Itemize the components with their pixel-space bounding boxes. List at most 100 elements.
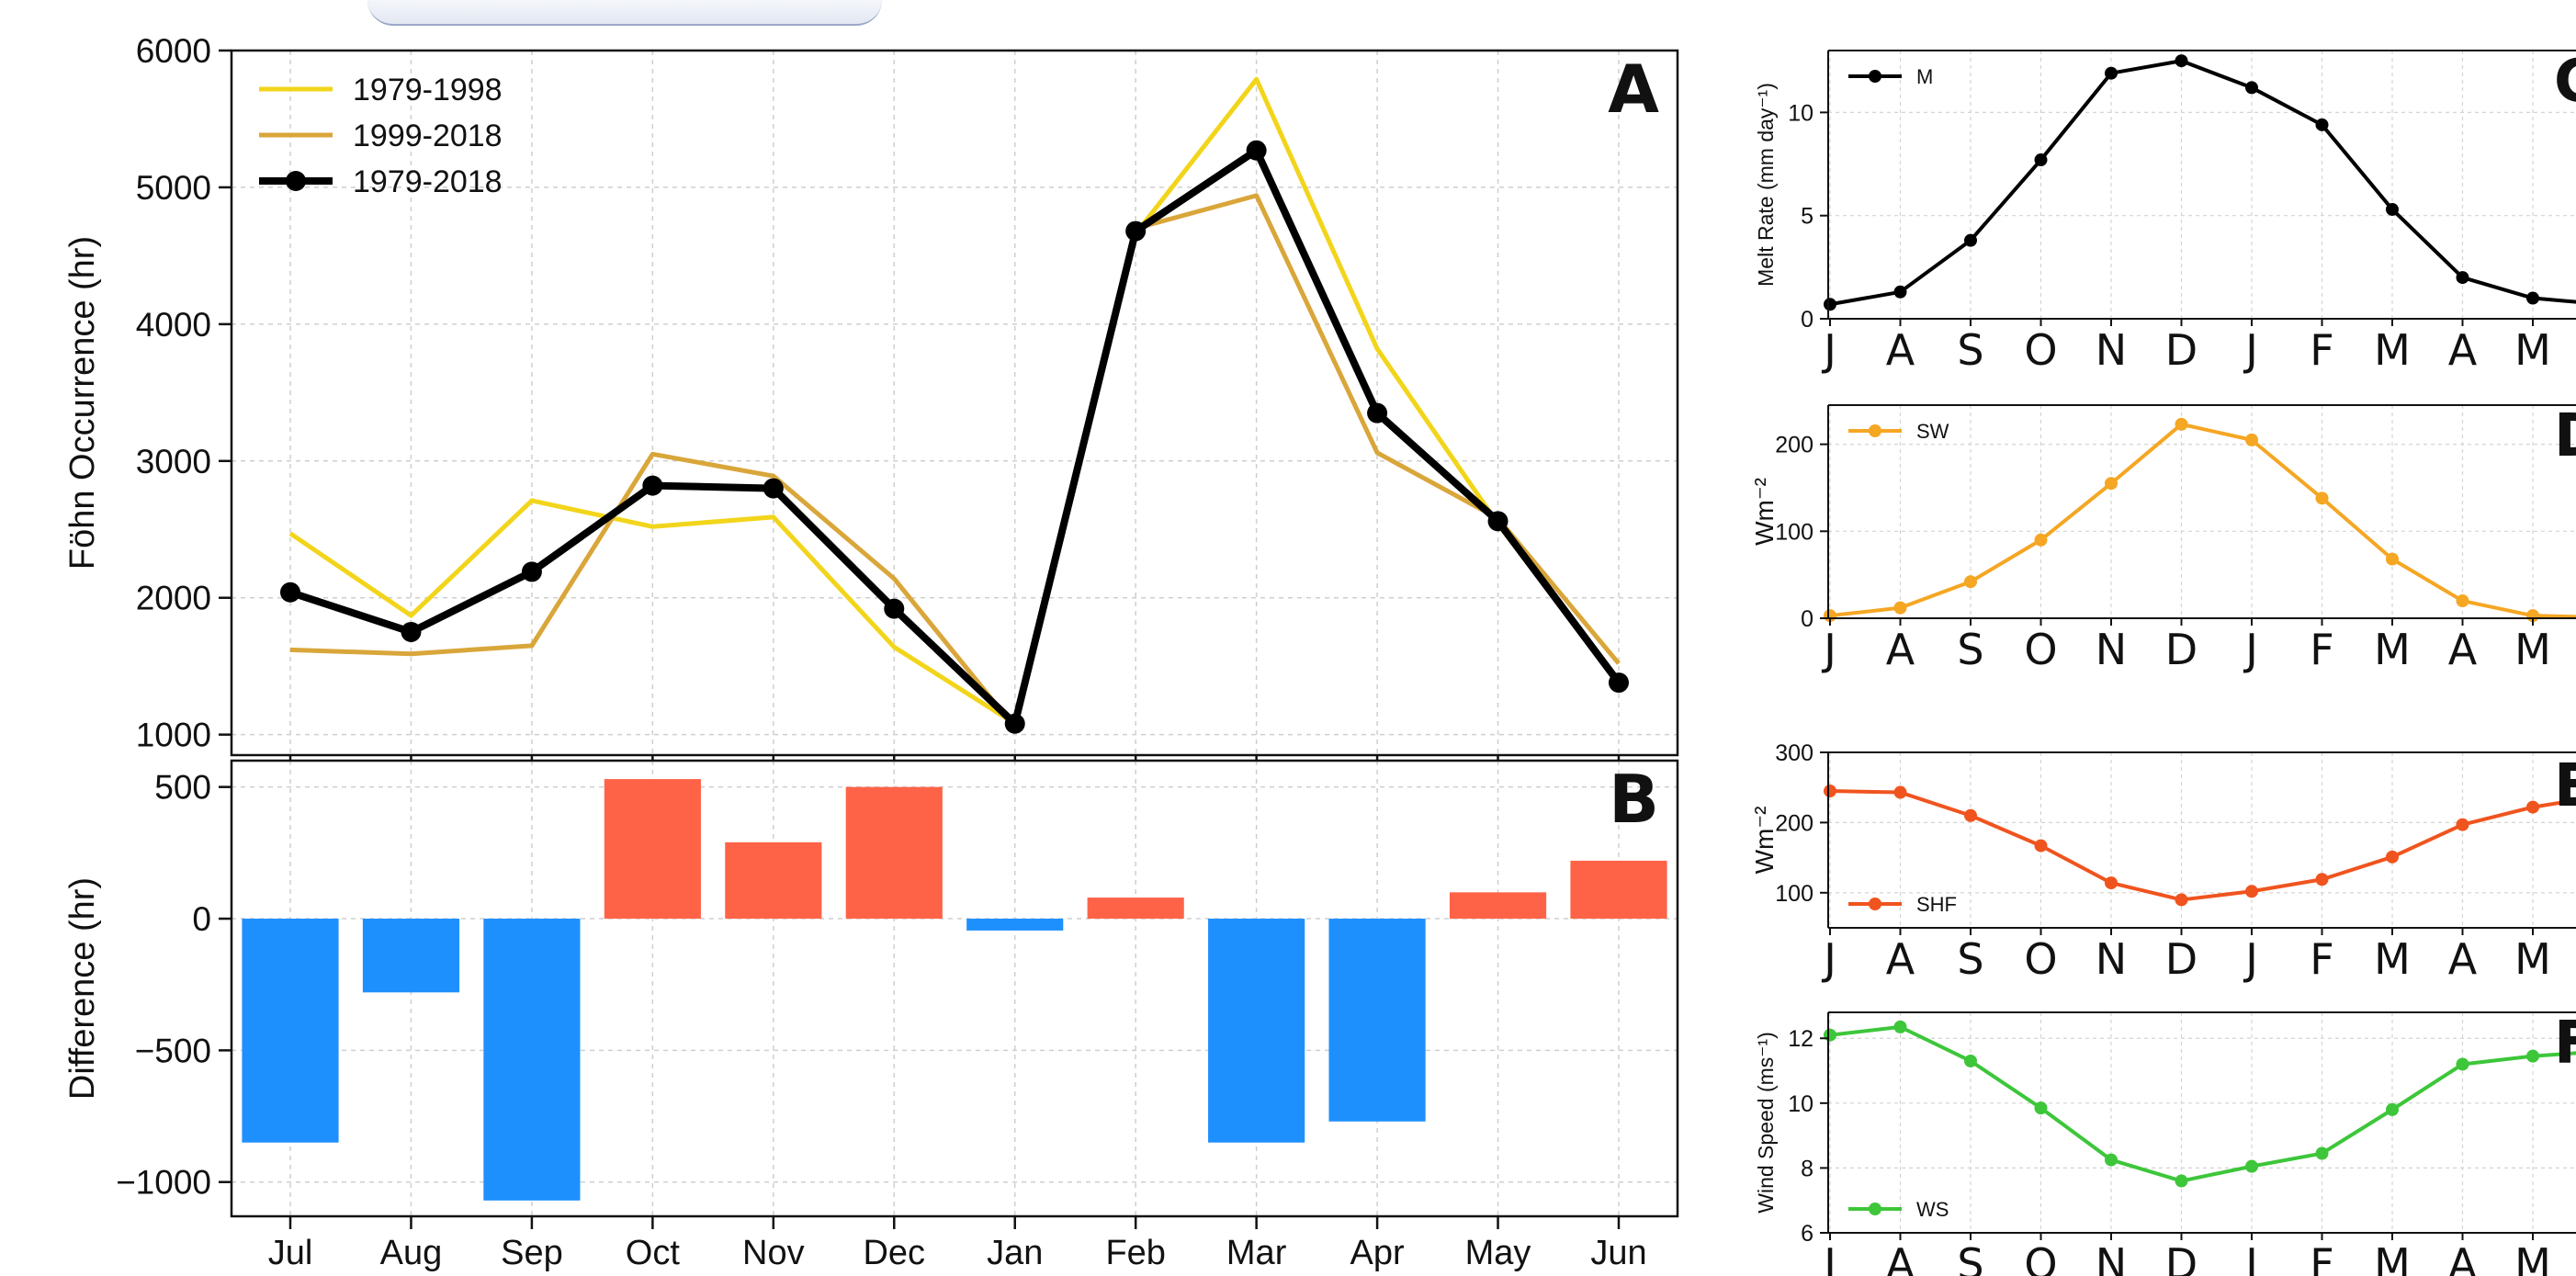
data-point [2315,873,2329,886]
data-point [1893,285,1907,299]
x-tick-label: J [1821,1239,1836,1276]
axes-frame [230,49,1679,757]
x-tick-label: M [2374,625,2411,674]
x-tick-label: O [2024,1239,2057,1276]
data-point [2456,594,2469,608]
y-tick-label: 200 [1775,810,1813,836]
y-tick-label: 0 [1801,606,1813,632]
data-point [280,582,300,603]
data-point [2245,885,2258,898]
y-tick-label: 8 [1801,1156,1813,1181]
panel-letter: C [2554,48,2576,116]
y-axis-title: Melt Rate (mm day⁻¹) [1754,83,1778,287]
x-tick-label: S [1957,625,1983,674]
x-tick-label: N [2096,325,2127,375]
panel-letter: F [2554,1010,2576,1078]
legend: WS [1848,1198,1949,1221]
y-tick-label: 0 [1801,307,1813,333]
legend-label: M [1916,65,1933,88]
data-point [2034,153,2048,167]
y-tick-label: 10 [1788,100,1813,126]
y-tick-label: 100 [1775,881,1813,907]
data-point [2315,118,2329,131]
x-tick-label: M [2514,1239,2551,1276]
bar-dec [845,786,943,920]
x-tick-label: A [1886,934,1915,984]
data-point [2105,876,2118,890]
x-tick-label: M [2374,934,2411,984]
x-tick-label: J [2243,934,2258,984]
x-tick-label: Jul [268,1234,313,1272]
data-point [763,478,784,499]
x-tick-label: Sep [501,1234,563,1272]
x-tick-label: O [2024,625,2057,674]
legend-label: SHF [1916,893,1957,916]
x-tick-label: A [2448,325,2478,375]
x-tick-label: A [2448,625,2478,674]
x-tick-label: F [2310,325,2333,375]
x-tick-label: O [2024,325,2057,375]
x-tick-label: F [2310,934,2333,984]
x-tick-label: Jan [987,1234,1043,1272]
series-line-ws [1829,1024,2576,1183]
series-line-1979-2018 [288,146,1622,728]
bar-aug [362,919,460,993]
legend: M [1848,65,1933,88]
data-point [1004,713,1025,734]
data-point [1824,1028,1836,1042]
y-tick-label: 4000 [136,306,211,344]
bar-apr [1328,919,1426,1122]
y-tick-label: 10 [1788,1091,1813,1117]
y-axis-title: Difference (hr) [63,877,102,1100]
data-point [1609,672,1629,694]
data-point [2315,1146,2329,1160]
x-tick-label: J [2243,1239,2258,1276]
x-tick-label: Mar [1226,1234,1287,1272]
data-point [2034,1101,2048,1115]
legend-label: 1979-1998 [353,73,503,107]
x-tick-label: Dec [863,1234,925,1272]
data-point [2175,54,2188,68]
y-tick-label: 1000 [136,717,211,754]
data-point [2315,491,2329,505]
panel-letter: A [1608,51,1659,128]
data-point [1964,808,1977,822]
data-point [1246,140,1267,161]
data-point [1964,233,1977,247]
data-point [2456,1057,2469,1071]
y-tick-label: −1000 [116,1164,211,1202]
data-point [2456,271,2469,285]
panel-b: −1000 −500 0 500 Jul Aug Sep Oct Nov Dec Jan Feb Mar… [63,759,1679,1272]
bar-feb [1087,898,1184,920]
data-point [1964,575,1977,589]
legend: 1979-1998 1999-2018 1979-2018 [259,73,503,199]
x-tick-label: J [2243,325,2258,375]
data-point [2105,477,2118,491]
x-tick-label: F [2310,1239,2333,1276]
legend-marker [286,171,306,191]
bar-nov [725,841,822,920]
x-tick-label: A [1886,325,1915,375]
data-point [2386,552,2399,566]
data-point [1487,511,1508,532]
x-tick-label: J [1821,934,1836,984]
data-point [884,598,905,619]
data-point [401,621,422,642]
data-point [1367,402,1388,423]
x-tick-label: D [2165,1239,2198,1276]
x-tick-label: A [2448,1239,2478,1276]
x-tick-label: S [1957,325,1983,375]
x-tick-label: Oct [626,1234,681,1272]
x-tick-label: May [1465,1234,1531,1272]
data-point [2034,533,2048,547]
x-tick-label: M [2514,625,2551,674]
x-tick-label: S [1957,1239,1983,1276]
series-line-shf [1829,789,2576,902]
y-tick-label: 500 [154,769,211,807]
y-tick-label: 100 [1775,519,1813,545]
